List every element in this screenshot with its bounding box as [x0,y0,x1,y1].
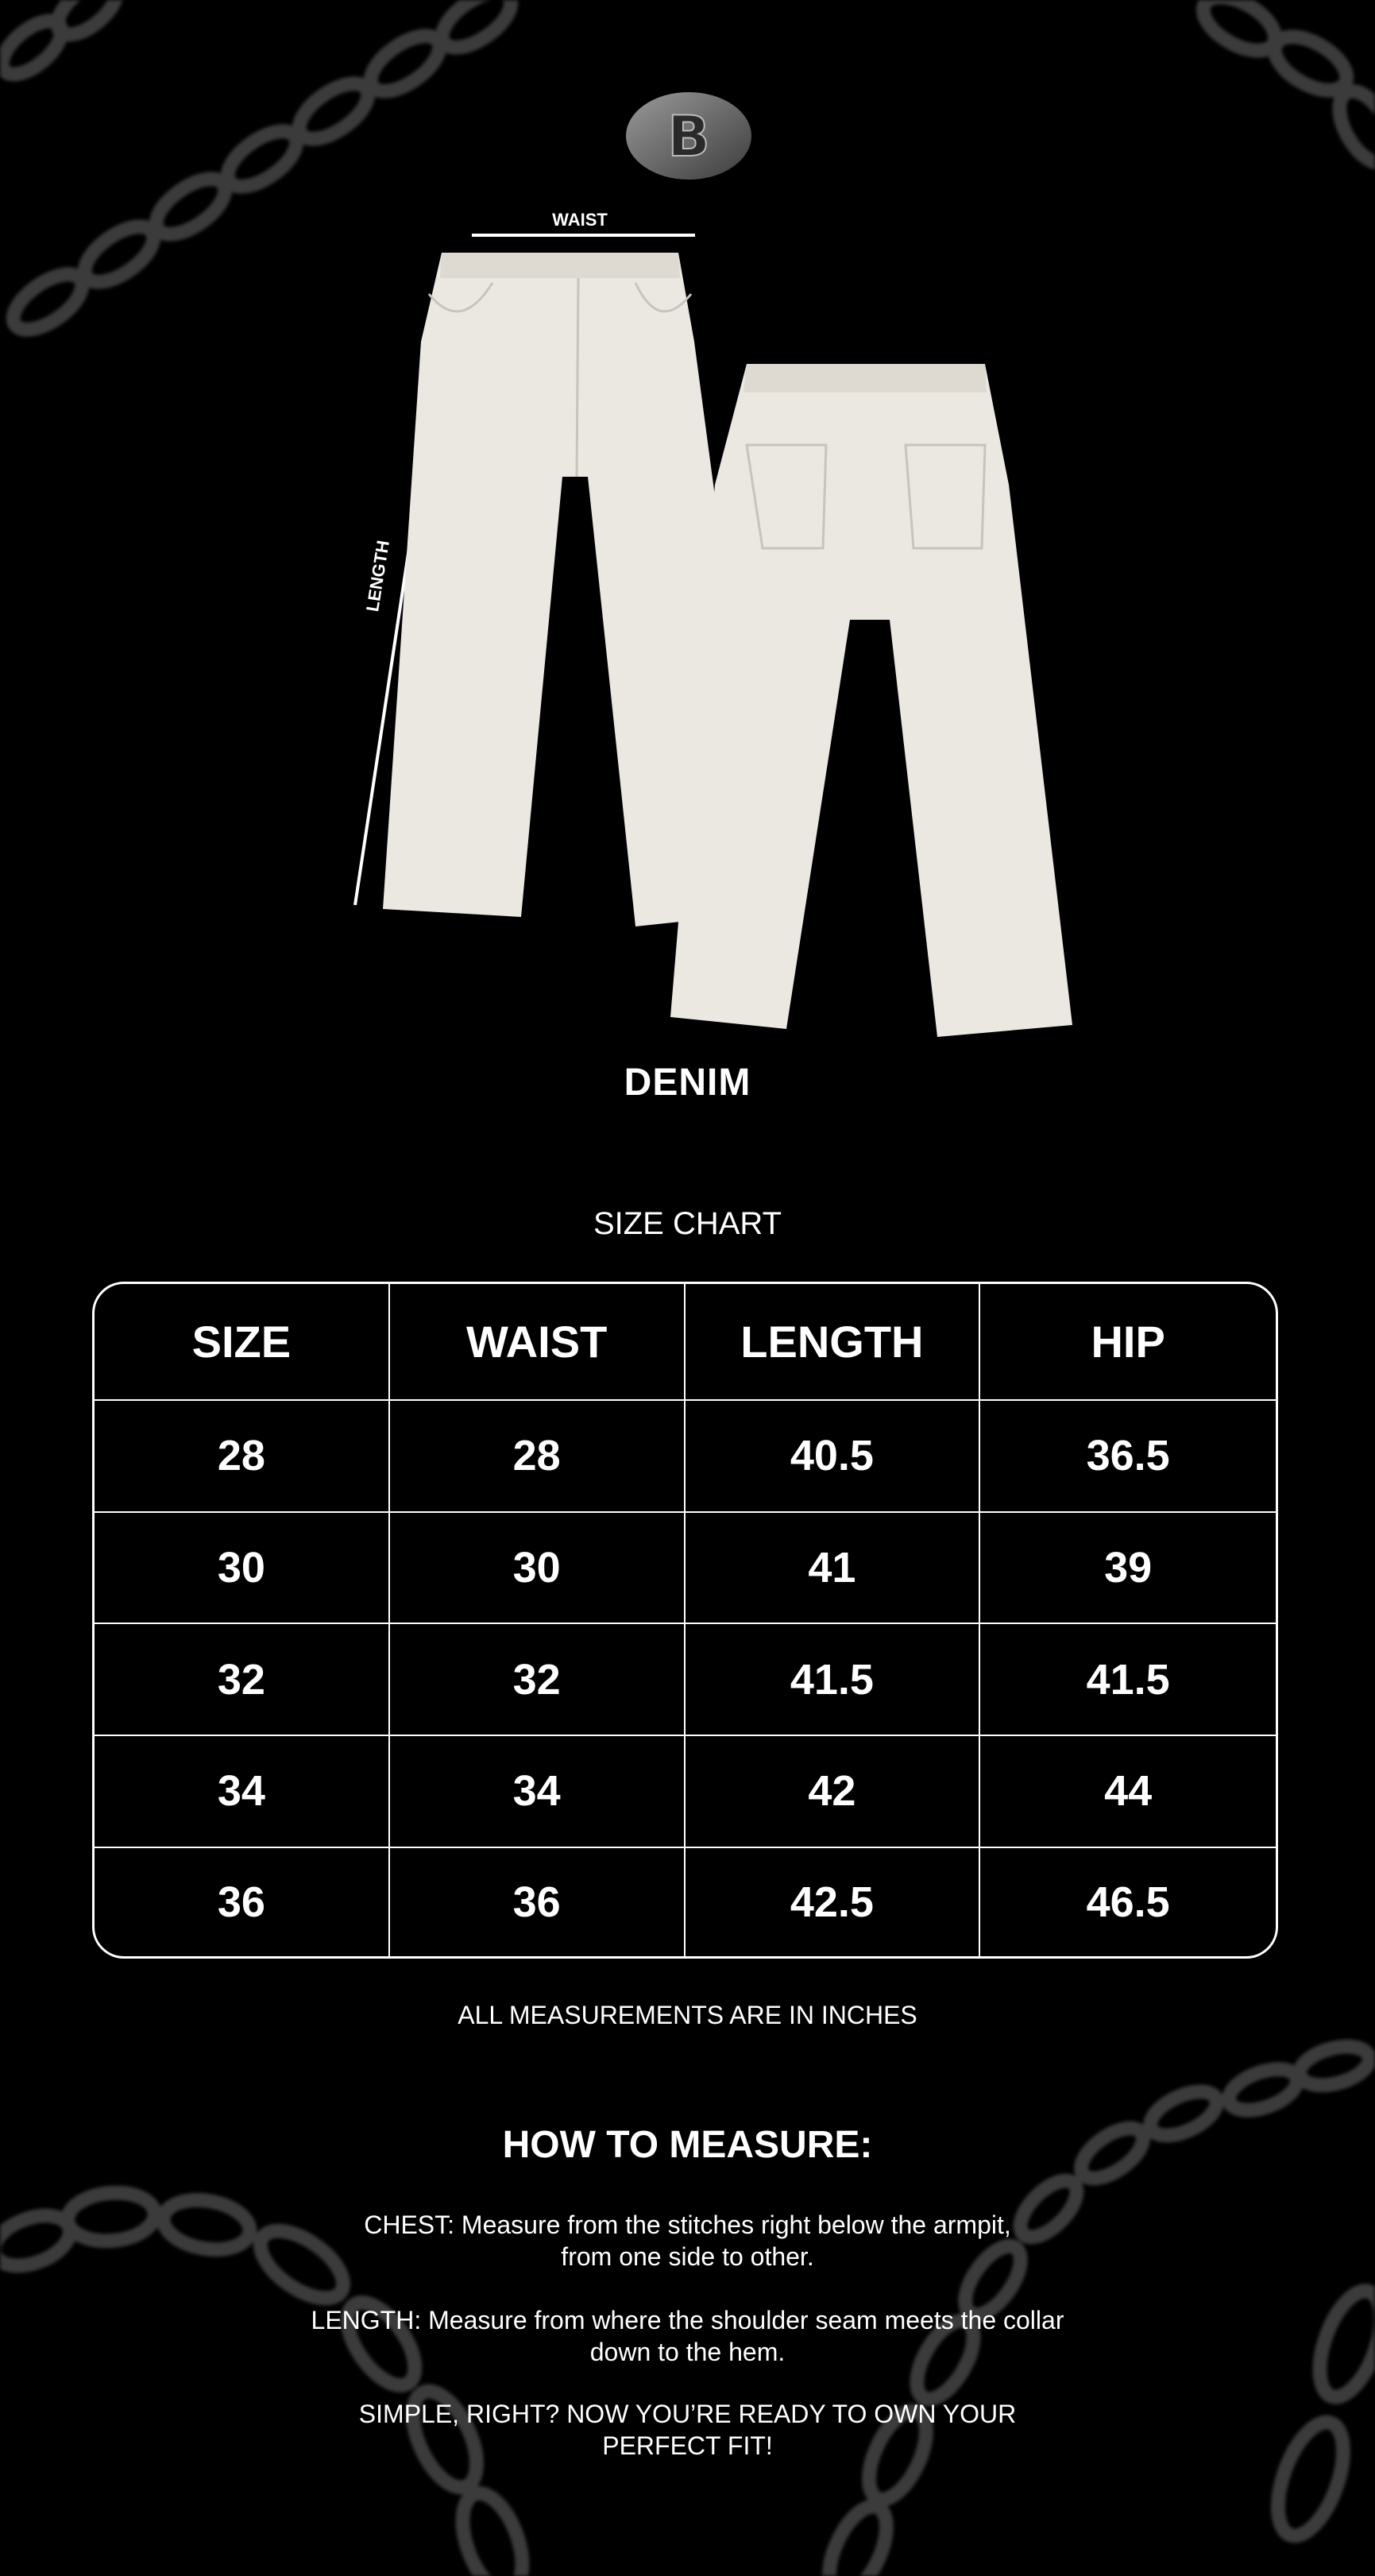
cell: 28 [95,1401,390,1513]
cell: 41.5 [685,1624,981,1736]
pants-front-image [383,253,771,926]
cell: 44 [980,1736,1276,1848]
size-chart-title: SIZE CHART [593,1206,782,1241]
length-line-1: LENGTH: Measure from where the shoulder … [311,2306,1064,2334]
waist-measure-line [472,234,695,237]
table-row: 32 32 41.5 41.5 [95,1624,1276,1736]
how-to-measure-title: HOW TO MEASURE: [502,2124,873,2166]
chain-top-right [1195,0,1375,171]
header-waist: WAIST [389,1284,686,1402]
svg-text:B: B [667,104,709,169]
table-row: 34 34 42 44 [95,1735,1276,1848]
brand-logo: B [626,92,751,180]
chest-line-2: from one side to other. [561,2242,814,2271]
chain-top-left [0,0,519,337]
length-line-2: down to the hem. [589,2338,786,2366]
cell: 32 [95,1624,390,1736]
header-size: SIZE [95,1284,390,1402]
pants-back-image [670,364,1072,1037]
length-instruction: LENGTH: Measure from where the shoulder … [0,2304,1375,2368]
units-note: ALL MEASUREMENTS ARE IN INCHES [458,2001,917,2029]
cell: 34 [95,1735,390,1848]
header-length: LENGTH [685,1284,981,1402]
closing-line-1: SIMPLE, RIGHT? NOW YOU’RE READY TO OWN Y… [358,2400,1017,2428]
chain-bottom [0,2039,1375,2576]
cell: 36 [390,1847,686,1956]
cell: 41 [685,1512,981,1625]
cell: 36 [95,1847,390,1956]
cell: 42.5 [686,1847,981,1956]
cell: 28 [389,1401,686,1513]
cell: 30 [95,1512,390,1625]
product-title: DENIM [624,1062,751,1104]
chest-line-1: CHEST: Measure from the stitches right b… [364,2210,1011,2239]
cell: 42 [685,1735,981,1848]
table-row: 28 28 40.5 36.5 [95,1401,1276,1513]
cell: 41.5 [980,1624,1276,1736]
table-row: 30 30 41 39 [95,1512,1276,1625]
closing-message: SIMPLE, RIGHT? NOW YOU’RE READY TO OWN Y… [0,2398,1375,2462]
cell: 36.5 [980,1401,1276,1513]
cell: 32 [389,1624,686,1736]
cell: 40.5 [685,1401,981,1513]
table-row: 36 36 42.5 46.5 [95,1847,1276,1956]
cell: 39 [980,1513,1276,1625]
table-header-row: SIZE WAIST LENGTH HIP [95,1284,1276,1402]
waist-label: WAIST [552,210,608,230]
header-hip: HIP [980,1284,1276,1402]
cell: 46.5 [1086,1878,1170,1926]
cell: 34 [389,1735,686,1848]
closing-line-2: PERFECT FIT! [602,2431,773,2460]
chest-instruction: CHEST: Measure from the stitches right b… [0,2209,1375,2272]
cell: 30 [389,1512,686,1625]
size-chart-table: SIZE WAIST LENGTH HIP 28 28 40.5 36.5 30 30 4… [92,1282,1278,1959]
